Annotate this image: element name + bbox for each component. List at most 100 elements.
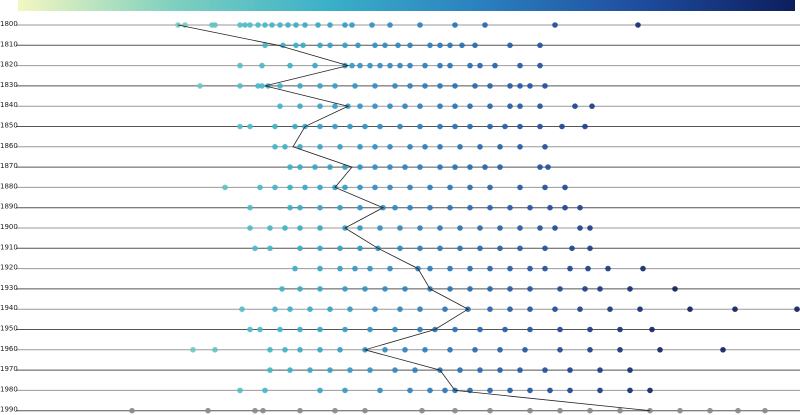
dot [597, 286, 603, 292]
dot [537, 62, 543, 69]
dot [247, 326, 253, 333]
dot [282, 225, 288, 231]
dot [277, 103, 283, 109]
dot [317, 83, 323, 89]
dot [507, 306, 513, 313]
dot [317, 204, 323, 211]
dot [277, 83, 283, 89]
dot [337, 347, 343, 353]
dot [417, 103, 423, 109]
dot [627, 387, 633, 394]
dot [362, 407, 368, 414]
dot [317, 42, 323, 49]
dot [395, 42, 401, 49]
dot [487, 286, 493, 292]
dot [352, 83, 358, 89]
dot [402, 103, 408, 109]
dot [657, 347, 663, 353]
row-label: 1990 [0, 406, 18, 414]
dot [342, 286, 348, 292]
dot [297, 204, 303, 211]
dot [317, 387, 323, 394]
dot [417, 225, 423, 231]
dot [472, 83, 478, 89]
dot [332, 83, 338, 89]
dot [492, 62, 498, 69]
dot [507, 42, 513, 49]
row-label: 1840 [0, 101, 18, 109]
row-label: 1940 [0, 304, 18, 312]
dot [447, 265, 453, 272]
dot [307, 367, 313, 373]
dot [297, 326, 303, 333]
dot [589, 103, 595, 109]
dot [552, 306, 558, 313]
dot [212, 347, 218, 353]
dot [247, 123, 253, 130]
dot [447, 62, 453, 69]
dot [205, 407, 211, 414]
dot [302, 184, 308, 191]
dot [542, 144, 548, 150]
dot [382, 286, 388, 292]
dot [342, 184, 348, 191]
dot [377, 225, 383, 231]
dot [362, 286, 368, 292]
dot [567, 387, 573, 394]
dot [720, 347, 726, 353]
dot [262, 22, 268, 28]
dot [317, 326, 323, 333]
dot [237, 62, 243, 69]
row-label: 1820 [0, 61, 18, 69]
dot [452, 407, 458, 414]
dot [387, 265, 393, 272]
row-label: 1920 [0, 264, 18, 272]
dot [297, 103, 303, 109]
dot [317, 225, 323, 231]
dot [372, 306, 378, 313]
dot [357, 184, 363, 191]
dot [527, 265, 533, 272]
dot [372, 164, 378, 170]
dot [297, 407, 303, 414]
dot [412, 367, 418, 373]
dot [497, 347, 503, 353]
dot [547, 387, 553, 394]
dot [647, 387, 653, 394]
dot [649, 326, 655, 333]
dot [677, 407, 683, 414]
dot [457, 225, 463, 231]
dot [552, 225, 558, 231]
dot [387, 184, 393, 191]
dot [357, 204, 363, 211]
dot [397, 62, 403, 69]
dot [527, 407, 533, 414]
dot [272, 144, 278, 150]
row-label: 1980 [0, 385, 18, 393]
dot [447, 42, 453, 49]
dot [397, 123, 403, 130]
dot [517, 245, 523, 252]
dot [567, 265, 573, 272]
dot [407, 144, 413, 150]
dot [372, 103, 378, 109]
dot [527, 306, 533, 313]
dot [327, 42, 333, 49]
dot [542, 83, 548, 89]
dot [497, 164, 503, 170]
dot [552, 22, 558, 28]
dot [327, 367, 333, 373]
dot [427, 184, 433, 191]
dot [517, 83, 523, 89]
dot [297, 83, 303, 89]
dot [507, 83, 513, 89]
dot [497, 144, 503, 150]
mean-line [177, 24, 651, 412]
dot [472, 42, 478, 49]
dot [312, 164, 318, 170]
row-label: 1930 [0, 284, 18, 292]
dot [293, 22, 299, 28]
row-label: 1890 [0, 203, 18, 211]
row-label: 1880 [0, 182, 18, 190]
dot [517, 367, 523, 373]
